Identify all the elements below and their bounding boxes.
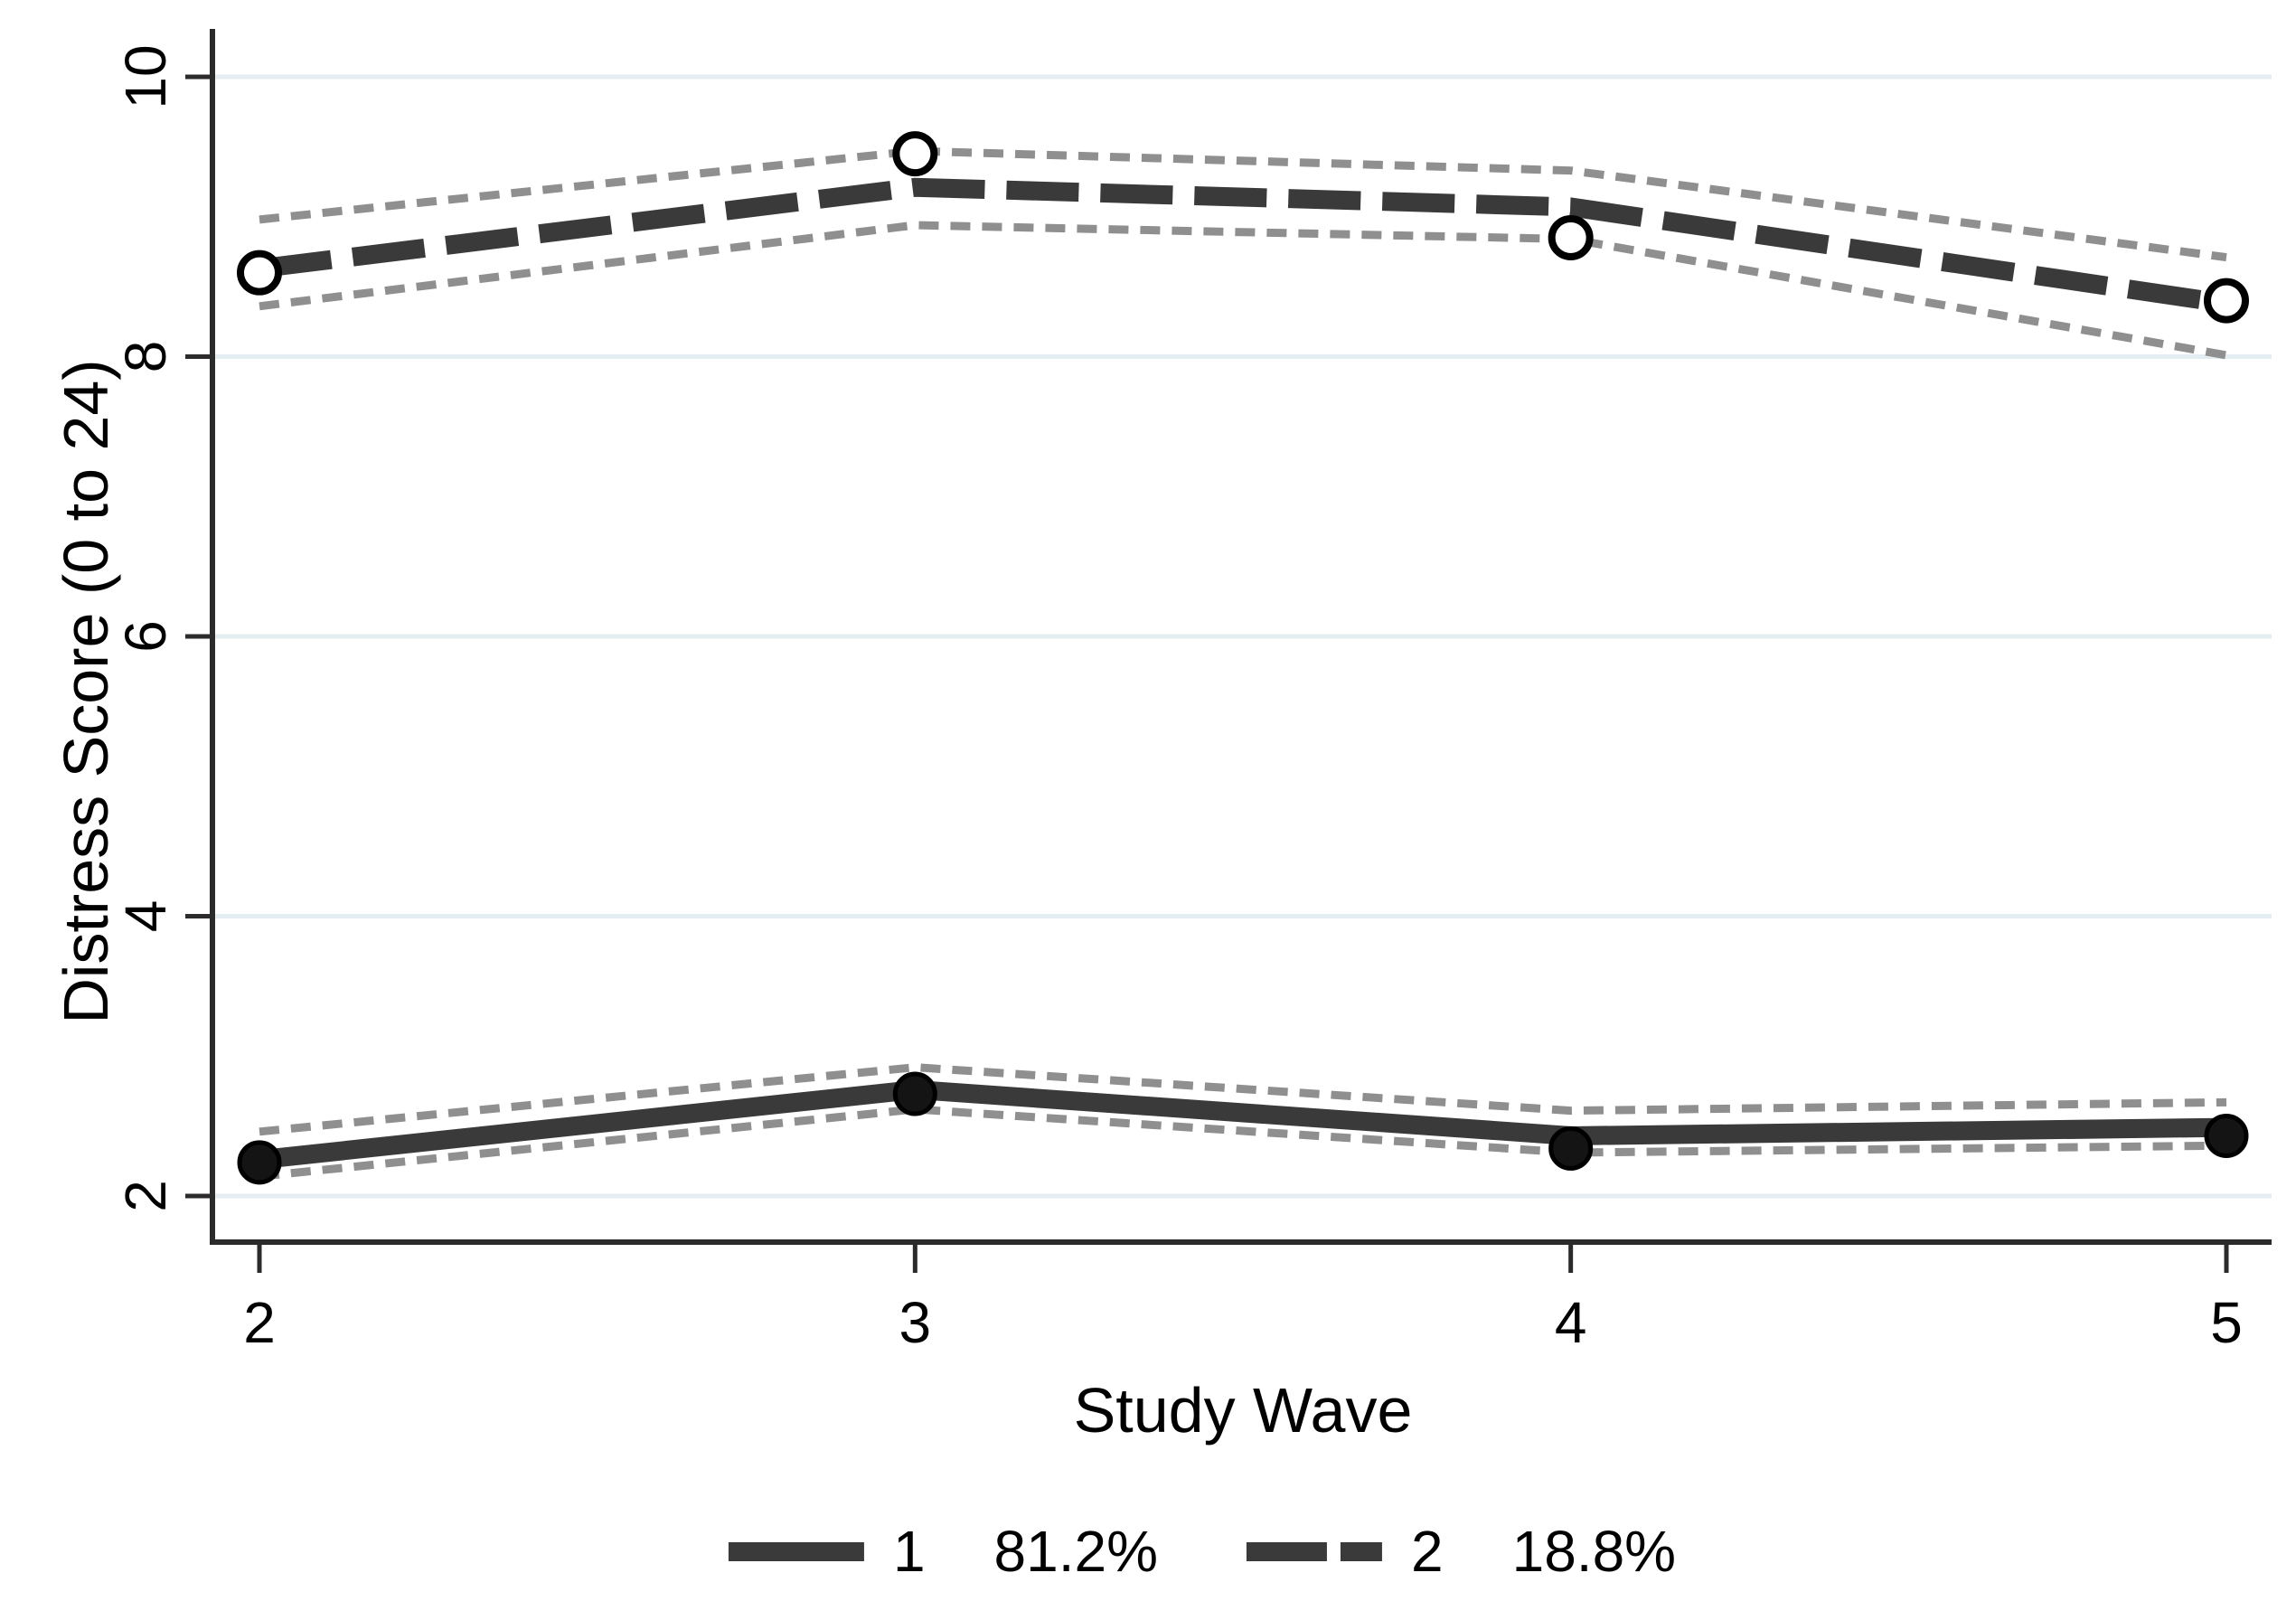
legend-group1-percent: 81.2% (993, 1519, 1158, 1584)
series-2-marker-wave-3 (892, 131, 938, 177)
series-1-marker-wave-5 (2204, 1113, 2249, 1158)
series-2-marker-wave-5 (2203, 278, 2249, 324)
y-tick-label: 8 (113, 341, 178, 373)
legend-swatch-dashed-line (1247, 1541, 1382, 1561)
legend-dash-segment (1341, 1541, 1382, 1561)
legend-group1-label: 1 (892, 1519, 926, 1584)
series-1-marker-wave-4 (1548, 1125, 1594, 1171)
y-tick-label: 2 (113, 1180, 178, 1212)
series-1-marker-wave-2 (237, 1140, 282, 1185)
y-tick-label: 6 (113, 620, 178, 653)
series-1-ci-lower (259, 1105, 2227, 1181)
series-1-line (258, 1079, 2227, 1170)
legend: 1 81.2% 2 18.8% (728, 1518, 1676, 1585)
x-tick-label: 4 (1555, 1290, 1587, 1355)
legend-item-group2: 2 18.8% (1247, 1518, 1676, 1585)
legend-item-group1: 1 81.2% (728, 1518, 1158, 1585)
x-tick-label: 5 (2210, 1290, 2243, 1355)
series-1-marker-wave-3 (892, 1071, 937, 1116)
series-2-ci-lower (259, 221, 2227, 360)
series-2-marker-wave-4 (1548, 214, 1594, 260)
x-tick-label: 3 (899, 1290, 932, 1355)
series-2-ci-upper (259, 146, 2227, 262)
x-tick-label: 2 (243, 1290, 276, 1355)
legend-swatch-solid-line (728, 1541, 864, 1561)
series-2-marker-wave-2 (237, 250, 282, 296)
y-tick-label: 10 (113, 44, 178, 108)
legend-dash-segment (1247, 1541, 1327, 1561)
series-1-ci-upper (259, 1063, 2227, 1136)
series-2-line (258, 177, 2228, 314)
y-axis-title: Distress Score (0 to 24) (51, 359, 121, 1024)
legend-group2-label: 2 (1411, 1519, 1444, 1584)
legend-group2-percent: 18.8% (1511, 1519, 1677, 1584)
x-axis-title: Study Wave (1073, 1375, 1413, 1446)
y-tick-label: 4 (113, 900, 178, 933)
